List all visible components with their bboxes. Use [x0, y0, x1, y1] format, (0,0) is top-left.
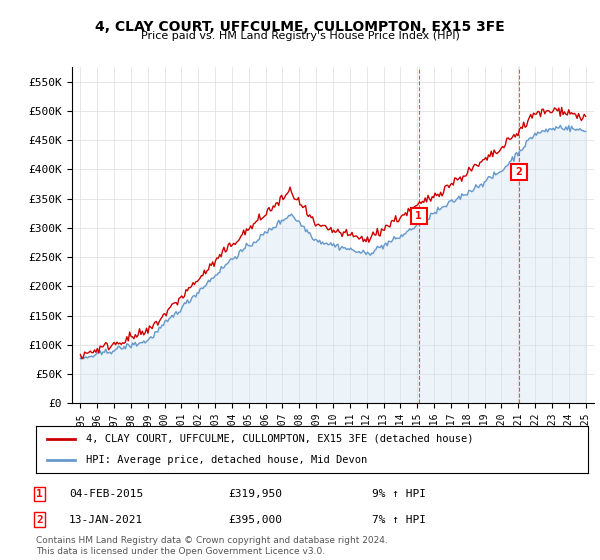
Text: £395,000: £395,000 — [228, 515, 282, 525]
Text: £319,950: £319,950 — [228, 489, 282, 499]
Text: 1: 1 — [36, 489, 43, 499]
Text: 4, CLAY COURT, UFFCULME, CULLOMPTON, EX15 3FE (detached house): 4, CLAY COURT, UFFCULME, CULLOMPTON, EX1… — [86, 434, 473, 444]
Text: 2: 2 — [515, 167, 522, 178]
Text: 4, CLAY COURT, UFFCULME, CULLOMPTON, EX15 3FE: 4, CLAY COURT, UFFCULME, CULLOMPTON, EX1… — [95, 20, 505, 34]
Text: 1: 1 — [415, 211, 422, 221]
Text: 13-JAN-2021: 13-JAN-2021 — [69, 515, 143, 525]
Text: 9% ↑ HPI: 9% ↑ HPI — [372, 489, 426, 499]
Text: 2: 2 — [36, 515, 43, 525]
Text: Price paid vs. HM Land Registry's House Price Index (HPI): Price paid vs. HM Land Registry's House … — [140, 31, 460, 41]
Text: Contains HM Land Registry data © Crown copyright and database right 2024.
This d: Contains HM Land Registry data © Crown c… — [36, 536, 388, 556]
Text: 7% ↑ HPI: 7% ↑ HPI — [372, 515, 426, 525]
Text: HPI: Average price, detached house, Mid Devon: HPI: Average price, detached house, Mid … — [86, 455, 367, 465]
Text: 04-FEB-2015: 04-FEB-2015 — [69, 489, 143, 499]
